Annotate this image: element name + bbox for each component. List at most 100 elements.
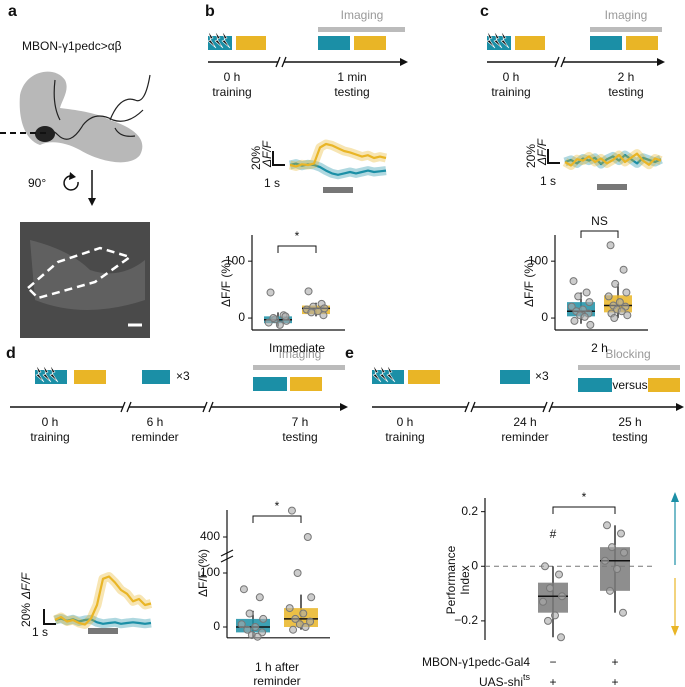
data-point (620, 548, 628, 557)
data-point (541, 562, 549, 571)
stimulus-block (142, 370, 170, 384)
timeline-arrowhead (400, 58, 408, 66)
timeline-break (542, 401, 548, 413)
category-label: 2 h (591, 341, 608, 355)
timeline-break (554, 56, 560, 68)
scale-y-label: 20% (524, 144, 538, 168)
data-point (301, 623, 310, 631)
phase-label: testing (282, 430, 317, 444)
axis-break (220, 555, 234, 563)
data-point (574, 292, 583, 301)
time-label: 1 min (337, 70, 366, 84)
stimulus-bar (323, 187, 353, 193)
data-point (269, 314, 278, 323)
shock-icon (207, 30, 217, 49)
phase-label: testing (608, 85, 643, 99)
data-point (582, 288, 591, 297)
versus-label: versus (612, 378, 647, 392)
scale-unit: ΔF/F (260, 140, 274, 168)
y-tick-label: 0 (238, 310, 245, 324)
data-point (613, 565, 621, 573)
y-axis-label: ΔF/F (%) (522, 259, 536, 308)
data-point (303, 533, 312, 541)
stimulus-block (74, 370, 106, 384)
avoidance-arrowhead (671, 626, 679, 636)
data-point (266, 288, 275, 297)
shock-icon (493, 30, 503, 49)
panel-label: c (480, 3, 489, 20)
row-label-text: MBON-γ1pedc-Gal4 (422, 655, 530, 669)
time-label: 7 h (292, 415, 309, 429)
timeline-break (275, 56, 281, 68)
imaging-bar (318, 27, 405, 32)
phase-label: reminder (501, 430, 548, 444)
phase-label: training (385, 430, 424, 444)
stimulus-block (578, 378, 612, 392)
data-point (281, 312, 290, 321)
panel-label: a (8, 3, 17, 20)
shock-icon (49, 364, 59, 383)
shock-icon (372, 364, 382, 383)
scale-unit: ΔF/F (19, 572, 33, 600)
repeat-label: ×3 (176, 369, 190, 383)
y-tick-label: 100 (528, 253, 548, 267)
significance-bracket (277, 245, 317, 253)
row-label-sup: ts (523, 672, 531, 682)
scale-bar (547, 149, 560, 164)
data-point (243, 625, 252, 634)
neuron-arbor (39, 74, 151, 140)
rotate-icon (63, 175, 79, 191)
time-label: 24 h (513, 415, 536, 429)
data-point (623, 311, 632, 320)
data-point (306, 617, 315, 626)
shock-icon (221, 30, 231, 49)
data-point (239, 585, 248, 594)
phase-label: reminder (131, 430, 178, 444)
timeline-break (464, 401, 470, 413)
time-label: 0 h (397, 415, 414, 429)
repeat-label: ×3 (535, 369, 549, 383)
significance-label: * (275, 499, 280, 513)
trace (54, 575, 152, 626)
y-tick-label: 100 (225, 253, 245, 267)
panel-label: b (205, 3, 215, 20)
y-axis-label: Performance Index (444, 545, 472, 615)
y-tick-label: 400 (200, 529, 220, 543)
stimulus-block (515, 36, 545, 50)
data-point (604, 292, 613, 301)
data-point (264, 318, 273, 327)
time-label: 0 h (224, 70, 241, 84)
stimulus-block (290, 377, 322, 391)
timeline-arrowhead (340, 403, 348, 411)
data-point (285, 604, 294, 613)
scale-unit: ΔF/F (535, 138, 549, 166)
axis-break (220, 549, 234, 557)
y-axis-label: ΔF/F (%) (219, 259, 233, 308)
panel-label: e (345, 345, 354, 362)
data-point (251, 623, 260, 631)
data-point (617, 529, 625, 538)
stimulus-block (253, 377, 287, 391)
data-point (570, 316, 579, 325)
data-point (291, 614, 300, 623)
data-point (610, 314, 619, 323)
phase-label: testing (612, 430, 647, 444)
row-label: MBON-γ1pedc-Gal4 (422, 655, 530, 669)
stimulus-block (354, 36, 386, 50)
data-point (580, 312, 589, 321)
blocking-bar (578, 365, 680, 370)
y-tick-label: 100 (200, 565, 220, 579)
data-point (293, 569, 302, 577)
data-point (287, 506, 296, 515)
genotype-label: MBON-γ1pedc>αβ (22, 39, 122, 53)
category-label: Immediate (268, 341, 326, 355)
imaging-label: Imaging (341, 8, 384, 22)
data-point (586, 320, 595, 329)
stimulus-block (318, 36, 350, 50)
y-tick-label: 0.2 (461, 504, 478, 518)
time-label: 0 h (503, 70, 520, 84)
phase-label: training (491, 85, 530, 99)
data-point (255, 593, 264, 602)
data-point (307, 593, 316, 602)
stimulus-bar (597, 184, 627, 190)
